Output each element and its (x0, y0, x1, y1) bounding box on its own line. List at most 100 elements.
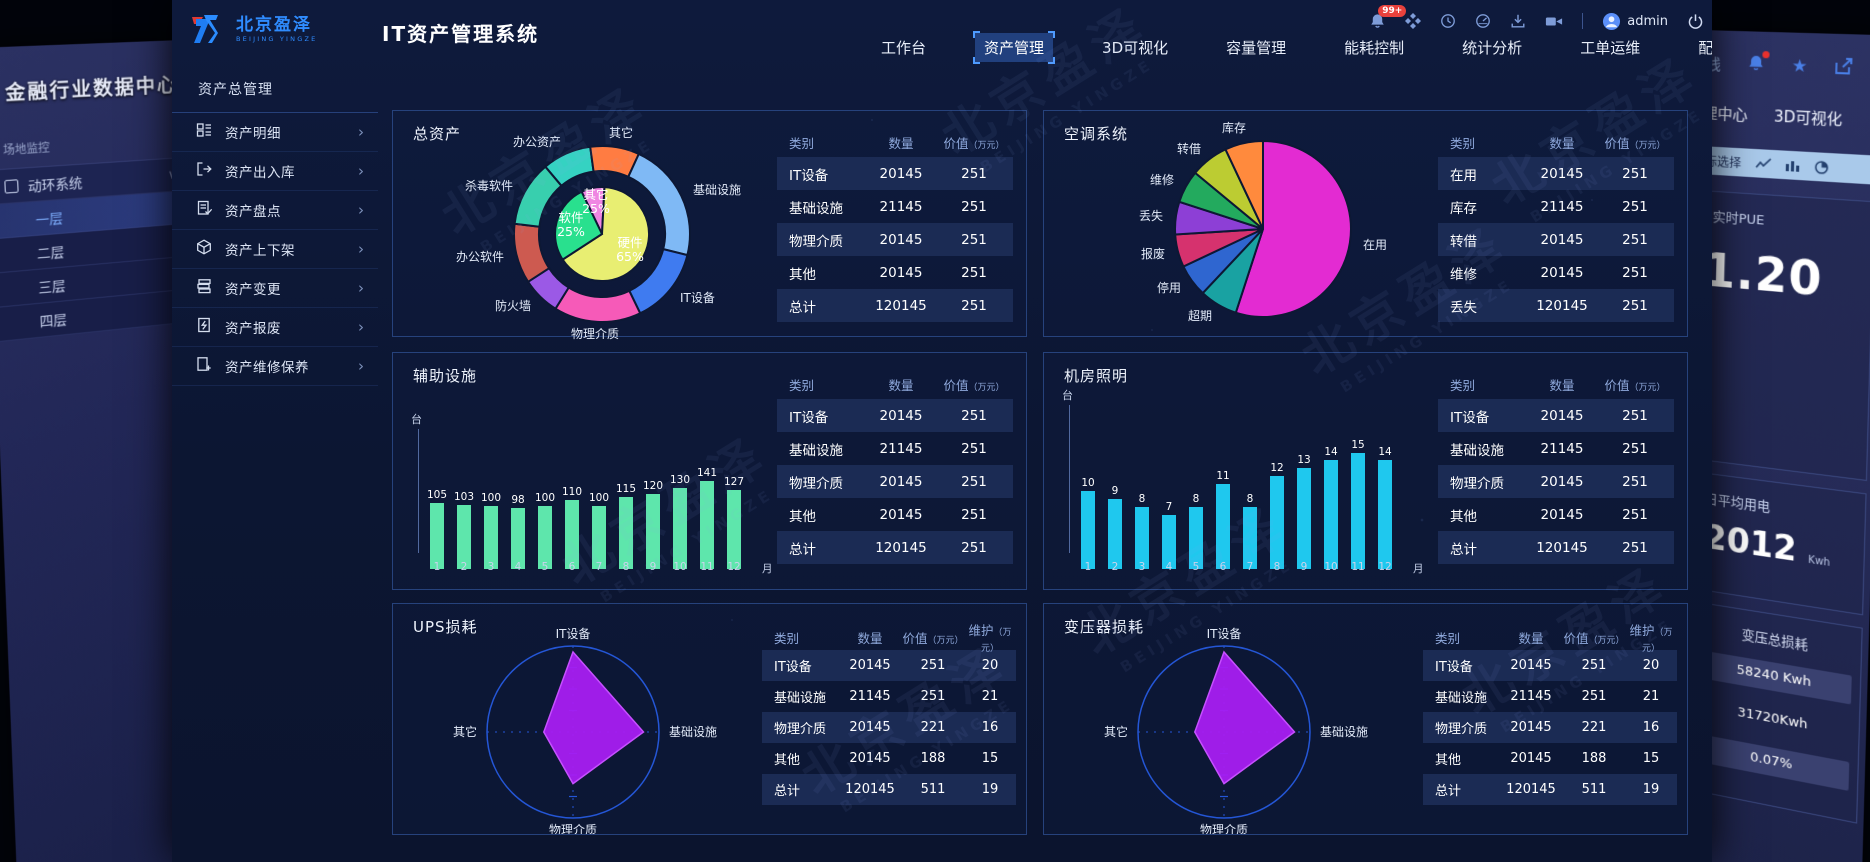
cell: 其他 (774, 753, 801, 768)
cell: 其他 (1450, 508, 1477, 525)
app-header: 北京盈泽 BEIJING YINGZE IT资产管理系统 工作台 资产管理 3D可视… (172, 0, 1712, 64)
daily-power-unit: Kwh (1808, 554, 1831, 570)
cell: 其他 (789, 508, 816, 525)
sidebar-item-资产盘点[interactable]: 资产盘点 › (172, 191, 378, 230)
cell: 251 (920, 658, 946, 673)
sidebar-item-资产明细[interactable]: 资产明细 › (172, 113, 378, 152)
table-row: IT设备 20145 251 20 (1423, 650, 1677, 681)
share-icon[interactable] (1834, 56, 1854, 79)
bg-right-toolbar[interactable]: 标选择 (1697, 145, 1870, 186)
bar (1081, 491, 1095, 569)
maintenance-icon (196, 356, 212, 376)
bar (1243, 507, 1257, 569)
cell: 21 (1642, 689, 1660, 704)
column-header: 数量 (1549, 135, 1575, 151)
nav-item-工单运维[interactable]: 工单运维 (1580, 39, 1641, 57)
bar-chart: 10 9 8 7 8 11 8 12 13 14 15 14 (1081, 429, 1392, 569)
bg-right-icons: 线 ★ (1700, 51, 1870, 81)
panel-空调系统: 空调系统 在用 超期 停用 报废 丢失 维修 转借 库存 类别 数量 价值（万元） 在用 20145 251… (1043, 110, 1688, 337)
brand-logo-icon (192, 15, 218, 43)
svg-text:防火墙: 防火墙 (495, 298, 531, 313)
cell: 物理介质 (1450, 475, 1504, 492)
nav-item-资产管理[interactable]: 资产管理 (973, 31, 1056, 64)
cell: 20145 (849, 720, 891, 735)
sidebar-section-title: 资产总管理 (172, 64, 378, 113)
nav-item-容量管理[interactable]: 容量管理 (1226, 39, 1287, 57)
user-avatar[interactable]: admin (1602, 12, 1668, 31)
bar (565, 500, 579, 569)
cell: 物理介质 (789, 233, 843, 250)
chevron-right-icon: › (358, 318, 364, 336)
nav-item-能耗控制[interactable]: 能耗控制 (1344, 39, 1405, 57)
bar (538, 506, 552, 569)
video-camera-icon[interactable] (1545, 14, 1563, 29)
menu-label: 动环系统 (27, 175, 83, 195)
bg-right-nav-item[interactable]: 3D可视化 (1773, 107, 1843, 129)
table-row: 物理介质 20145 251 (1438, 465, 1674, 498)
sidebar-item-资产出入库[interactable]: 资产出入库 › (172, 152, 378, 191)
cell: 20145 (879, 231, 923, 248)
cell: 20145 (1540, 407, 1584, 424)
sidebar-item-资产维修保养[interactable]: 资产维修保养 › (172, 347, 378, 386)
table-row: 物理介质 20145 221 16 (1423, 712, 1677, 743)
cell: 251 (961, 473, 987, 490)
sidebar-item-label: 资产报废 (225, 321, 281, 337)
cell: 120145 (1536, 297, 1588, 314)
bar-value-label: 13 (1297, 454, 1311, 466)
table-row: 其他 20145 251 (777, 498, 1013, 531)
cell: 251 (961, 539, 987, 556)
nav-item-工作台[interactable]: 工作台 (881, 39, 927, 57)
cell: 20 (1642, 658, 1660, 673)
power-icon[interactable] (1687, 13, 1704, 30)
column-header: 类别 (1450, 377, 1476, 393)
column-header: 数量 (857, 630, 883, 646)
cell: 20145 (1540, 165, 1584, 182)
column-header: 数量 (1518, 630, 1544, 646)
bar-chart-icon[interactable] (1785, 159, 1801, 172)
notification-bell-icon[interactable]: 99+ (1369, 5, 1407, 30)
bg-left-title: 金融行业数据中心 (4, 74, 179, 106)
device-icon (4, 178, 19, 194)
clock-icon[interactable] (1440, 13, 1456, 29)
svg-text:物理介质: 物理介质 (571, 327, 619, 341)
y-axis-unit: 台 (411, 413, 422, 426)
star-icon[interactable]: ★ (1791, 55, 1808, 77)
table-row: 基础设施 21145 251 (777, 190, 1013, 223)
column-header: 价值（万元） (943, 135, 1005, 151)
cell: 20145 (1540, 231, 1584, 248)
nav-item-3D可视化[interactable]: 3D可视化 (1102, 39, 1169, 57)
apps-icon[interactable] (1405, 13, 1422, 29)
column-header: 价值（万元） (1563, 630, 1625, 646)
svg-text:报废: 报废 (1141, 246, 1165, 261)
cell: 251 (961, 231, 987, 248)
table-row: 总计 120145 511 19 (762, 774, 1016, 805)
column-header: 类别 (1450, 135, 1476, 151)
chevron-right-icon: › (358, 201, 364, 219)
sidebar-item-资产上下架[interactable]: 资产上下架 › (172, 230, 378, 269)
nav-item-配置中心[interactable]: 配置中心 (1698, 39, 1712, 57)
bell-icon[interactable] (1747, 51, 1770, 77)
sidebar-item-label: 资产维修保养 (225, 360, 309, 376)
bar (1270, 476, 1284, 569)
gauge-icon[interactable] (1475, 13, 1491, 29)
toolbar-divider (1582, 13, 1584, 29)
sidebar-item-资产变更[interactable]: 资产变更 › (172, 269, 378, 308)
cell: 20145 (879, 407, 923, 424)
sidebar-item-资产报废[interactable]: 资产报废 › (172, 308, 378, 347)
download-icon[interactable] (1510, 13, 1526, 29)
cell: 251 (1622, 506, 1648, 523)
nav-item-统计分析[interactable]: 统计分析 (1462, 39, 1523, 57)
column-header: 价值（万元） (902, 630, 964, 646)
column-header: 价值（万元） (1604, 135, 1666, 151)
layers-icon (196, 278, 212, 298)
bar (1216, 484, 1230, 569)
cell: 251 (1622, 231, 1648, 248)
app-window: 北京盈泽 BEIJING YINGZE IT资产管理系统 工作台 资产管理 3D可视… (172, 0, 1712, 862)
line-chart-icon[interactable] (1755, 157, 1772, 170)
column-header: 价值（万元） (1604, 377, 1666, 393)
table-row: IT设备 20145 251 (1438, 399, 1674, 432)
cell: IT设备 (1450, 409, 1490, 426)
pie-chart-icon[interactable] (1815, 160, 1829, 174)
svg-text:IT设备: IT设备 (680, 291, 715, 305)
x-axis-unit: 月 (762, 563, 773, 575)
